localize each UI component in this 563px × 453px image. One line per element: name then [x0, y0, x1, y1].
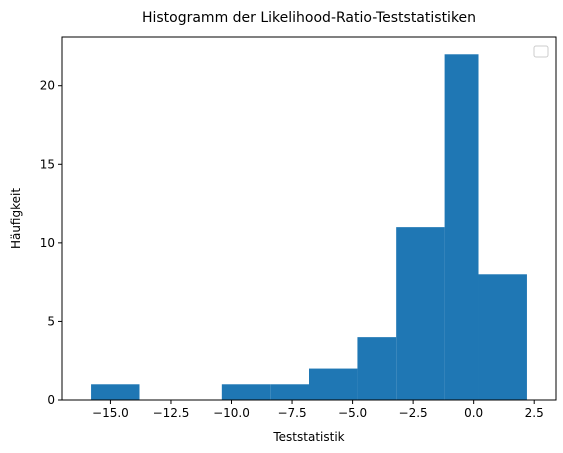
y-tick-label: 0: [47, 393, 55, 407]
x-tick-label: −2.5: [399, 406, 428, 420]
histogram-bar: [478, 274, 527, 400]
x-axis-ticks: −15.0 −12.5 −10.0 −7.5 −5.0 −2.5 0.0 2.5: [92, 400, 544, 420]
histogram-bar: [309, 368, 358, 400]
y-axis-label: Häufigkeit: [9, 188, 23, 249]
y-tick-label: 20: [40, 79, 55, 93]
x-axis-label: Teststatistik: [272, 430, 344, 444]
y-tick-label: 10: [40, 236, 55, 250]
x-tick-label: 0.0: [464, 406, 483, 420]
histogram-bar: [396, 227, 445, 400]
bars-group: [91, 54, 527, 401]
x-tick-label: −15.0: [92, 406, 129, 420]
histogram-bar: [357, 337, 397, 400]
histogram-bar: [270, 384, 309, 400]
histogram-bar: [91, 384, 140, 400]
x-tick-label: −12.5: [153, 406, 190, 420]
plot-frame: [61, 36, 557, 401]
y-tick-label: 15: [40, 157, 55, 171]
x-tick-label: −10.0: [213, 406, 250, 420]
x-tick-label: 2.5: [525, 406, 544, 420]
x-tick-label: −5.0: [338, 406, 367, 420]
histogram-bar: [221, 384, 271, 400]
y-tick-label: 5: [47, 314, 55, 328]
histogram-bar: [444, 54, 479, 401]
y-axis-ticks: 0 5 10 15 20: [40, 79, 62, 407]
x-tick-label: −7.5: [277, 406, 306, 420]
chart-title: Histogramm der Likelihood-Ratio-Teststat…: [142, 10, 476, 26]
legend-box: [533, 45, 549, 58]
